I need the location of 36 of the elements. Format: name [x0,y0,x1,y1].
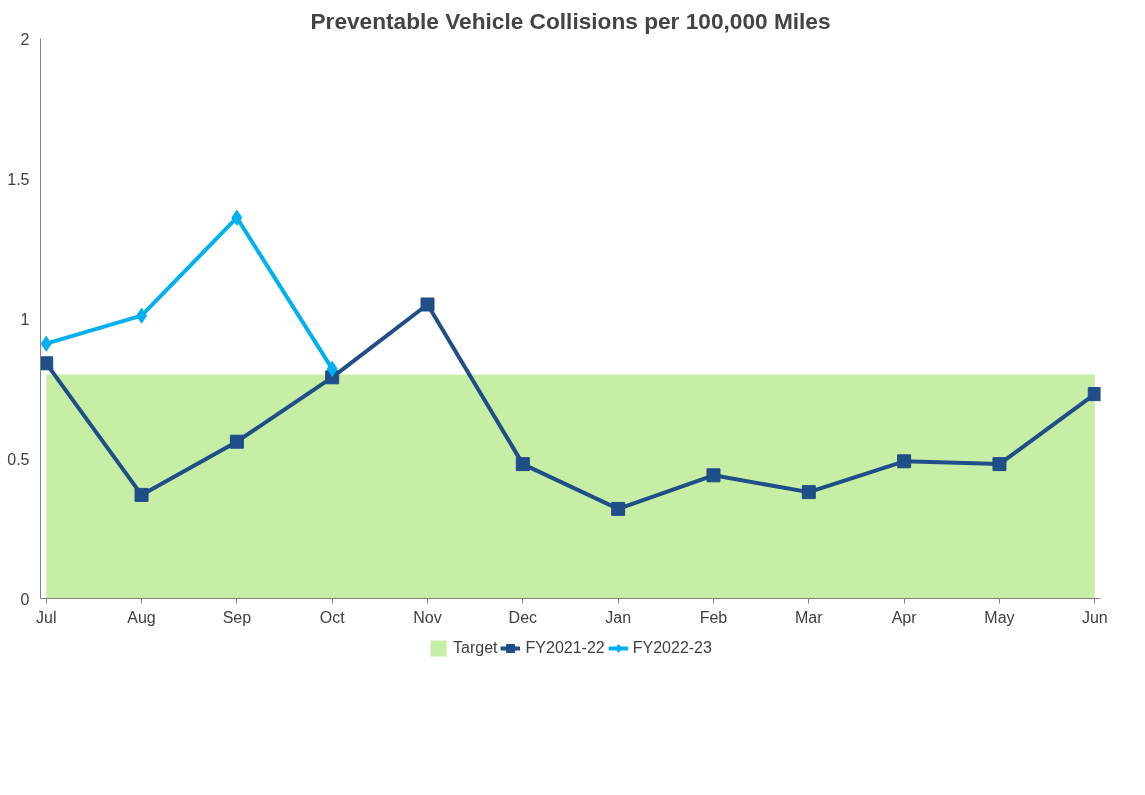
point [134,487,149,502]
y-tick-label: 2 [20,30,30,48]
y-tick-label: 1 [20,310,30,328]
point [40,356,54,371]
x-tick-label: Jul [35,608,57,626]
x-tick-label: Sep [222,608,252,626]
point [136,307,148,324]
legend-label: Target [453,639,498,657]
point [611,501,626,516]
point [420,297,435,312]
legend-label: FY2022-23 [632,639,712,657]
y-tick-label: 0 [20,590,30,608]
y-tick-label: 1.5 [7,170,30,188]
point [231,209,243,226]
x-tick-label: Jun [1081,608,1108,626]
x-tick-label: Mar [795,608,824,626]
point [992,457,1007,472]
x-tick-label: Nov [413,608,442,626]
x-tick-label: Dec [508,608,538,626]
point [326,360,338,377]
point [515,457,530,472]
x-tick-label: Oct [319,608,346,626]
x-tick-label: Jan [605,608,632,626]
point [897,454,912,469]
point [229,434,244,449]
x-tick-label: Feb [699,608,728,626]
x-tick-label: May [984,608,1015,626]
y-tick-label: 0.5 [7,450,30,468]
point [801,485,816,500]
point [40,335,52,352]
point [706,468,721,483]
x-tick-label: Aug [127,608,156,626]
chart-title: Preventable Vehicle Collisions per 100,000 Miles [310,7,831,34]
x-tick-label: Apr [891,608,918,626]
point [1087,387,1101,402]
legend-label: FY2021-22 [525,639,605,657]
